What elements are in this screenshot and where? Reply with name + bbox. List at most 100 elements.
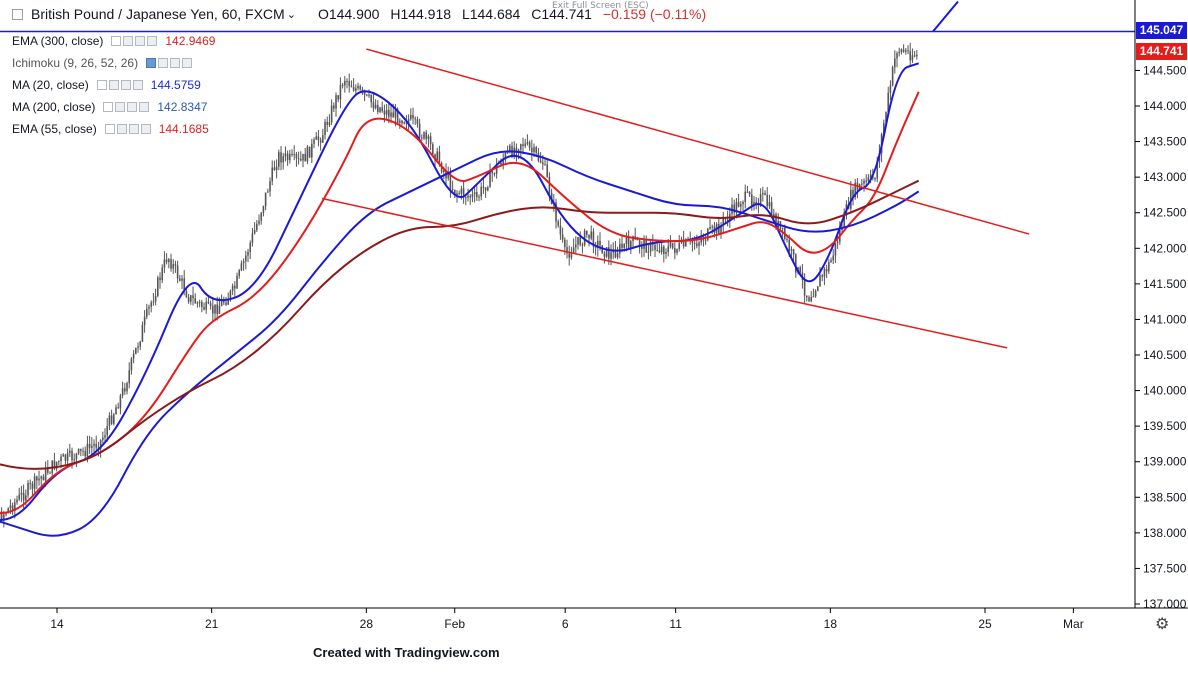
candle-body <box>460 188 463 194</box>
candle-body <box>423 132 425 139</box>
candle-body <box>502 159 505 165</box>
candle-body <box>674 248 676 253</box>
x-axis: 14 21 28 Feb 6 11 18 25 Mar <box>50 608 1084 631</box>
candle-body <box>667 246 670 252</box>
candle-body <box>300 158 302 161</box>
candle-body <box>583 230 586 246</box>
candle-body <box>104 435 106 438</box>
candle-body <box>146 308 148 317</box>
close-icon[interactable] <box>132 80 143 90</box>
more-icon[interactable] <box>170 58 181 68</box>
settings-icon[interactable] <box>158 58 169 68</box>
candle-body <box>759 194 762 205</box>
candle-body <box>311 143 313 158</box>
study-ichimoku[interactable]: Ichimoku (9, 26, 52, 26) <box>12 52 215 74</box>
candle-body <box>592 231 595 247</box>
study-ma-200[interactable]: MA (200, close) 142.8347 <box>12 96 215 118</box>
more-icon[interactable] <box>135 36 146 46</box>
candle-body <box>678 242 681 250</box>
y-tick-label: 138.500 <box>1143 490 1187 504</box>
candle-body <box>575 244 577 248</box>
candle-body <box>414 118 417 120</box>
settings-icon[interactable] <box>123 36 134 46</box>
candle-body <box>245 255 247 262</box>
candle-body <box>775 213 777 228</box>
study-ma-20[interactable]: MA (20, close) 144.5759 <box>12 74 215 96</box>
candle-body <box>117 407 120 409</box>
candle-body <box>883 123 885 135</box>
more-icon[interactable] <box>127 102 138 112</box>
high-value: H144.918 <box>390 6 452 22</box>
candle-body <box>218 305 221 314</box>
candle-body <box>619 243 621 254</box>
candle-body <box>352 87 355 91</box>
study-ema-55[interactable]: EMA (55, close) 144.1685 <box>12 118 215 140</box>
candle-body <box>854 182 857 198</box>
visibility-icon[interactable] <box>104 124 115 134</box>
visibility-icon[interactable] <box>96 80 107 90</box>
study-name: MA (200, close) <box>12 100 96 114</box>
candle-body <box>740 204 742 207</box>
candle-body <box>388 109 390 117</box>
more-icon[interactable] <box>120 80 131 90</box>
candle-body <box>335 95 337 109</box>
settings-icon[interactable] <box>115 102 126 112</box>
candle-body <box>645 239 648 253</box>
settings-icon[interactable] <box>116 124 127 134</box>
candle-body <box>482 186 485 188</box>
candle-body <box>454 189 456 195</box>
y-tick-label: 141.500 <box>1143 277 1187 291</box>
y-tick-label: 140.000 <box>1143 384 1187 398</box>
collapse-icon[interactable] <box>12 8 23 20</box>
candle-body <box>907 50 909 52</box>
candle-body <box>696 243 698 247</box>
series-layer <box>0 62 920 537</box>
candle-body <box>190 295 192 302</box>
close-icon[interactable] <box>147 36 158 46</box>
close-icon[interactable] <box>139 102 150 112</box>
candle-body <box>722 218 725 226</box>
candle-body <box>113 414 115 424</box>
symbol-title[interactable]: British Pound / Japanese Yen, 60, FXCM <box>31 6 285 22</box>
candle-body <box>493 173 496 175</box>
visibility-icon[interactable] <box>103 102 114 112</box>
candle-body <box>533 147 535 153</box>
candle-body <box>572 247 575 254</box>
candle-body <box>212 305 214 314</box>
candle-body <box>86 443 89 457</box>
study-ema-300[interactable]: EMA (300, close) 142.9469 <box>12 30 215 52</box>
visibility-icon[interactable] <box>146 58 157 68</box>
study-name: EMA (55, close) <box>12 122 97 136</box>
candle-body <box>473 192 476 195</box>
candle-body <box>183 278 186 292</box>
candle-body <box>249 242 252 253</box>
close-icon[interactable] <box>140 124 151 134</box>
candle-body <box>62 454 65 457</box>
candle-body <box>625 237 628 244</box>
more-icon[interactable] <box>128 124 139 134</box>
candle-body <box>399 120 401 123</box>
gear-icon[interactable]: ⚙ <box>1155 616 1170 633</box>
settings-icon[interactable] <box>108 80 119 90</box>
candle-body <box>289 153 291 161</box>
visibility-icon[interactable] <box>111 36 122 46</box>
candle-body <box>18 494 21 500</box>
candle-body <box>885 112 887 124</box>
candle-body <box>484 187 487 191</box>
candle-body <box>40 476 43 479</box>
candle-body <box>84 451 87 457</box>
candle-body <box>638 240 641 247</box>
candle-body <box>150 302 153 307</box>
close-icon[interactable] <box>182 58 193 68</box>
exit-fullscreen-hint[interactable]: Exit Full Screen (ESC) <box>552 1 649 11</box>
candle-body <box>427 136 430 140</box>
y-tick-label: 143.000 <box>1143 170 1187 184</box>
candle-body <box>867 177 870 182</box>
candle-body <box>390 112 392 117</box>
candle-body <box>544 164 546 166</box>
candle-body <box>709 227 711 229</box>
chevron-down-icon[interactable]: ⌄ <box>286 8 296 21</box>
candle-body <box>234 285 236 289</box>
candle-body <box>350 85 353 88</box>
